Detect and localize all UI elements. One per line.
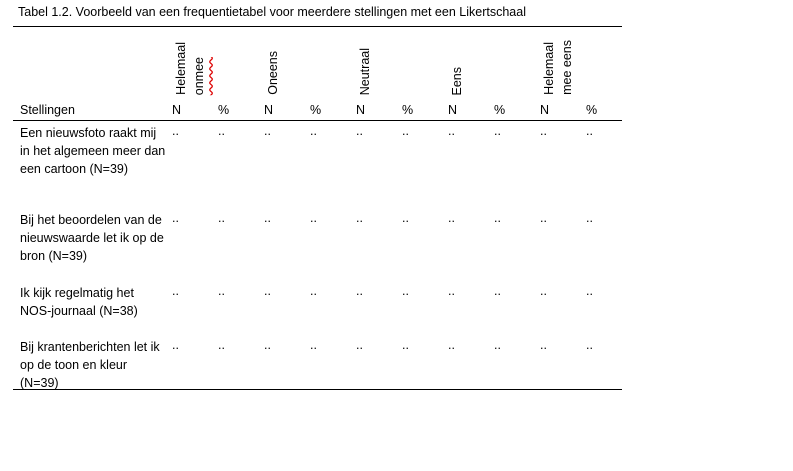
row-label: Een nieuwsfoto raakt mij in het algemeen… [20, 126, 166, 176]
column-header: % [586, 103, 598, 117]
cell: .. [172, 338, 179, 352]
cell: .. [402, 124, 409, 138]
cell: .. [356, 211, 363, 225]
cell: .. [264, 211, 271, 225]
rule [13, 120, 622, 121]
cell: .. [218, 284, 225, 298]
cell: .. [402, 284, 409, 298]
cell: .. [586, 211, 593, 225]
column-header: % [494, 103, 506, 117]
group-header: Eens [450, 66, 464, 96]
cell: .. [448, 124, 455, 138]
column-header: N [264, 103, 274, 117]
row-label: Bij krantenberichten let ik op de toon e… [20, 340, 160, 390]
group-header: onmee [192, 56, 206, 95]
cell: .. [540, 338, 547, 352]
rule [13, 26, 622, 27]
column-header: % [310, 103, 322, 117]
cell: .. [218, 211, 225, 225]
table-title: Tabel 1.2. Voorbeeld van een frequentiet… [18, 5, 526, 19]
column-header: N [540, 103, 550, 117]
cell: .. [172, 211, 179, 225]
cell: .. [586, 338, 593, 352]
cell: .. [264, 338, 271, 352]
column-header: Stellingen [20, 103, 75, 117]
cell: .. [494, 338, 501, 352]
cell: .. [172, 124, 179, 138]
group-header: Helemaal [174, 42, 188, 95]
cell: .. [540, 211, 547, 225]
cell: .. [494, 124, 501, 138]
column-header: N [356, 103, 366, 117]
cell: .. [448, 284, 455, 298]
cell: .. [218, 338, 225, 352]
cell: .. [356, 338, 363, 352]
cell: .. [310, 284, 317, 298]
cell: .. [540, 284, 547, 298]
cell: .. [356, 124, 363, 138]
group-header: Oneens [266, 51, 280, 95]
cell: .. [586, 124, 593, 138]
cell: .. [218, 124, 225, 138]
group-header: Neutraal [358, 47, 372, 95]
row-label: Ik kijk regelmatig het NOS-journaal (N=3… [20, 286, 138, 318]
cell: .. [494, 211, 501, 225]
cell: .. [356, 284, 363, 298]
cell: .. [310, 124, 317, 138]
row-label: Bij het beoordelen van de nieuwswaarde l… [20, 213, 164, 263]
cell: .. [540, 124, 547, 138]
column-header: % [218, 103, 230, 117]
column-header: N [448, 103, 458, 117]
cell: .. [264, 284, 271, 298]
cell: .. [494, 284, 501, 298]
cell: .. [586, 284, 593, 298]
column-header: N [172, 103, 182, 117]
cell: .. [402, 211, 409, 225]
rule [13, 389, 622, 390]
cell: .. [264, 124, 271, 138]
cell: .. [448, 211, 455, 225]
column-header: % [402, 103, 414, 117]
cell: .. [402, 338, 409, 352]
group-header: mee eens [560, 40, 574, 95]
cell: .. [310, 211, 317, 225]
cell: .. [172, 284, 179, 298]
cell: .. [310, 338, 317, 352]
group-header: Helemaal [542, 42, 556, 95]
cell: .. [448, 338, 455, 352]
